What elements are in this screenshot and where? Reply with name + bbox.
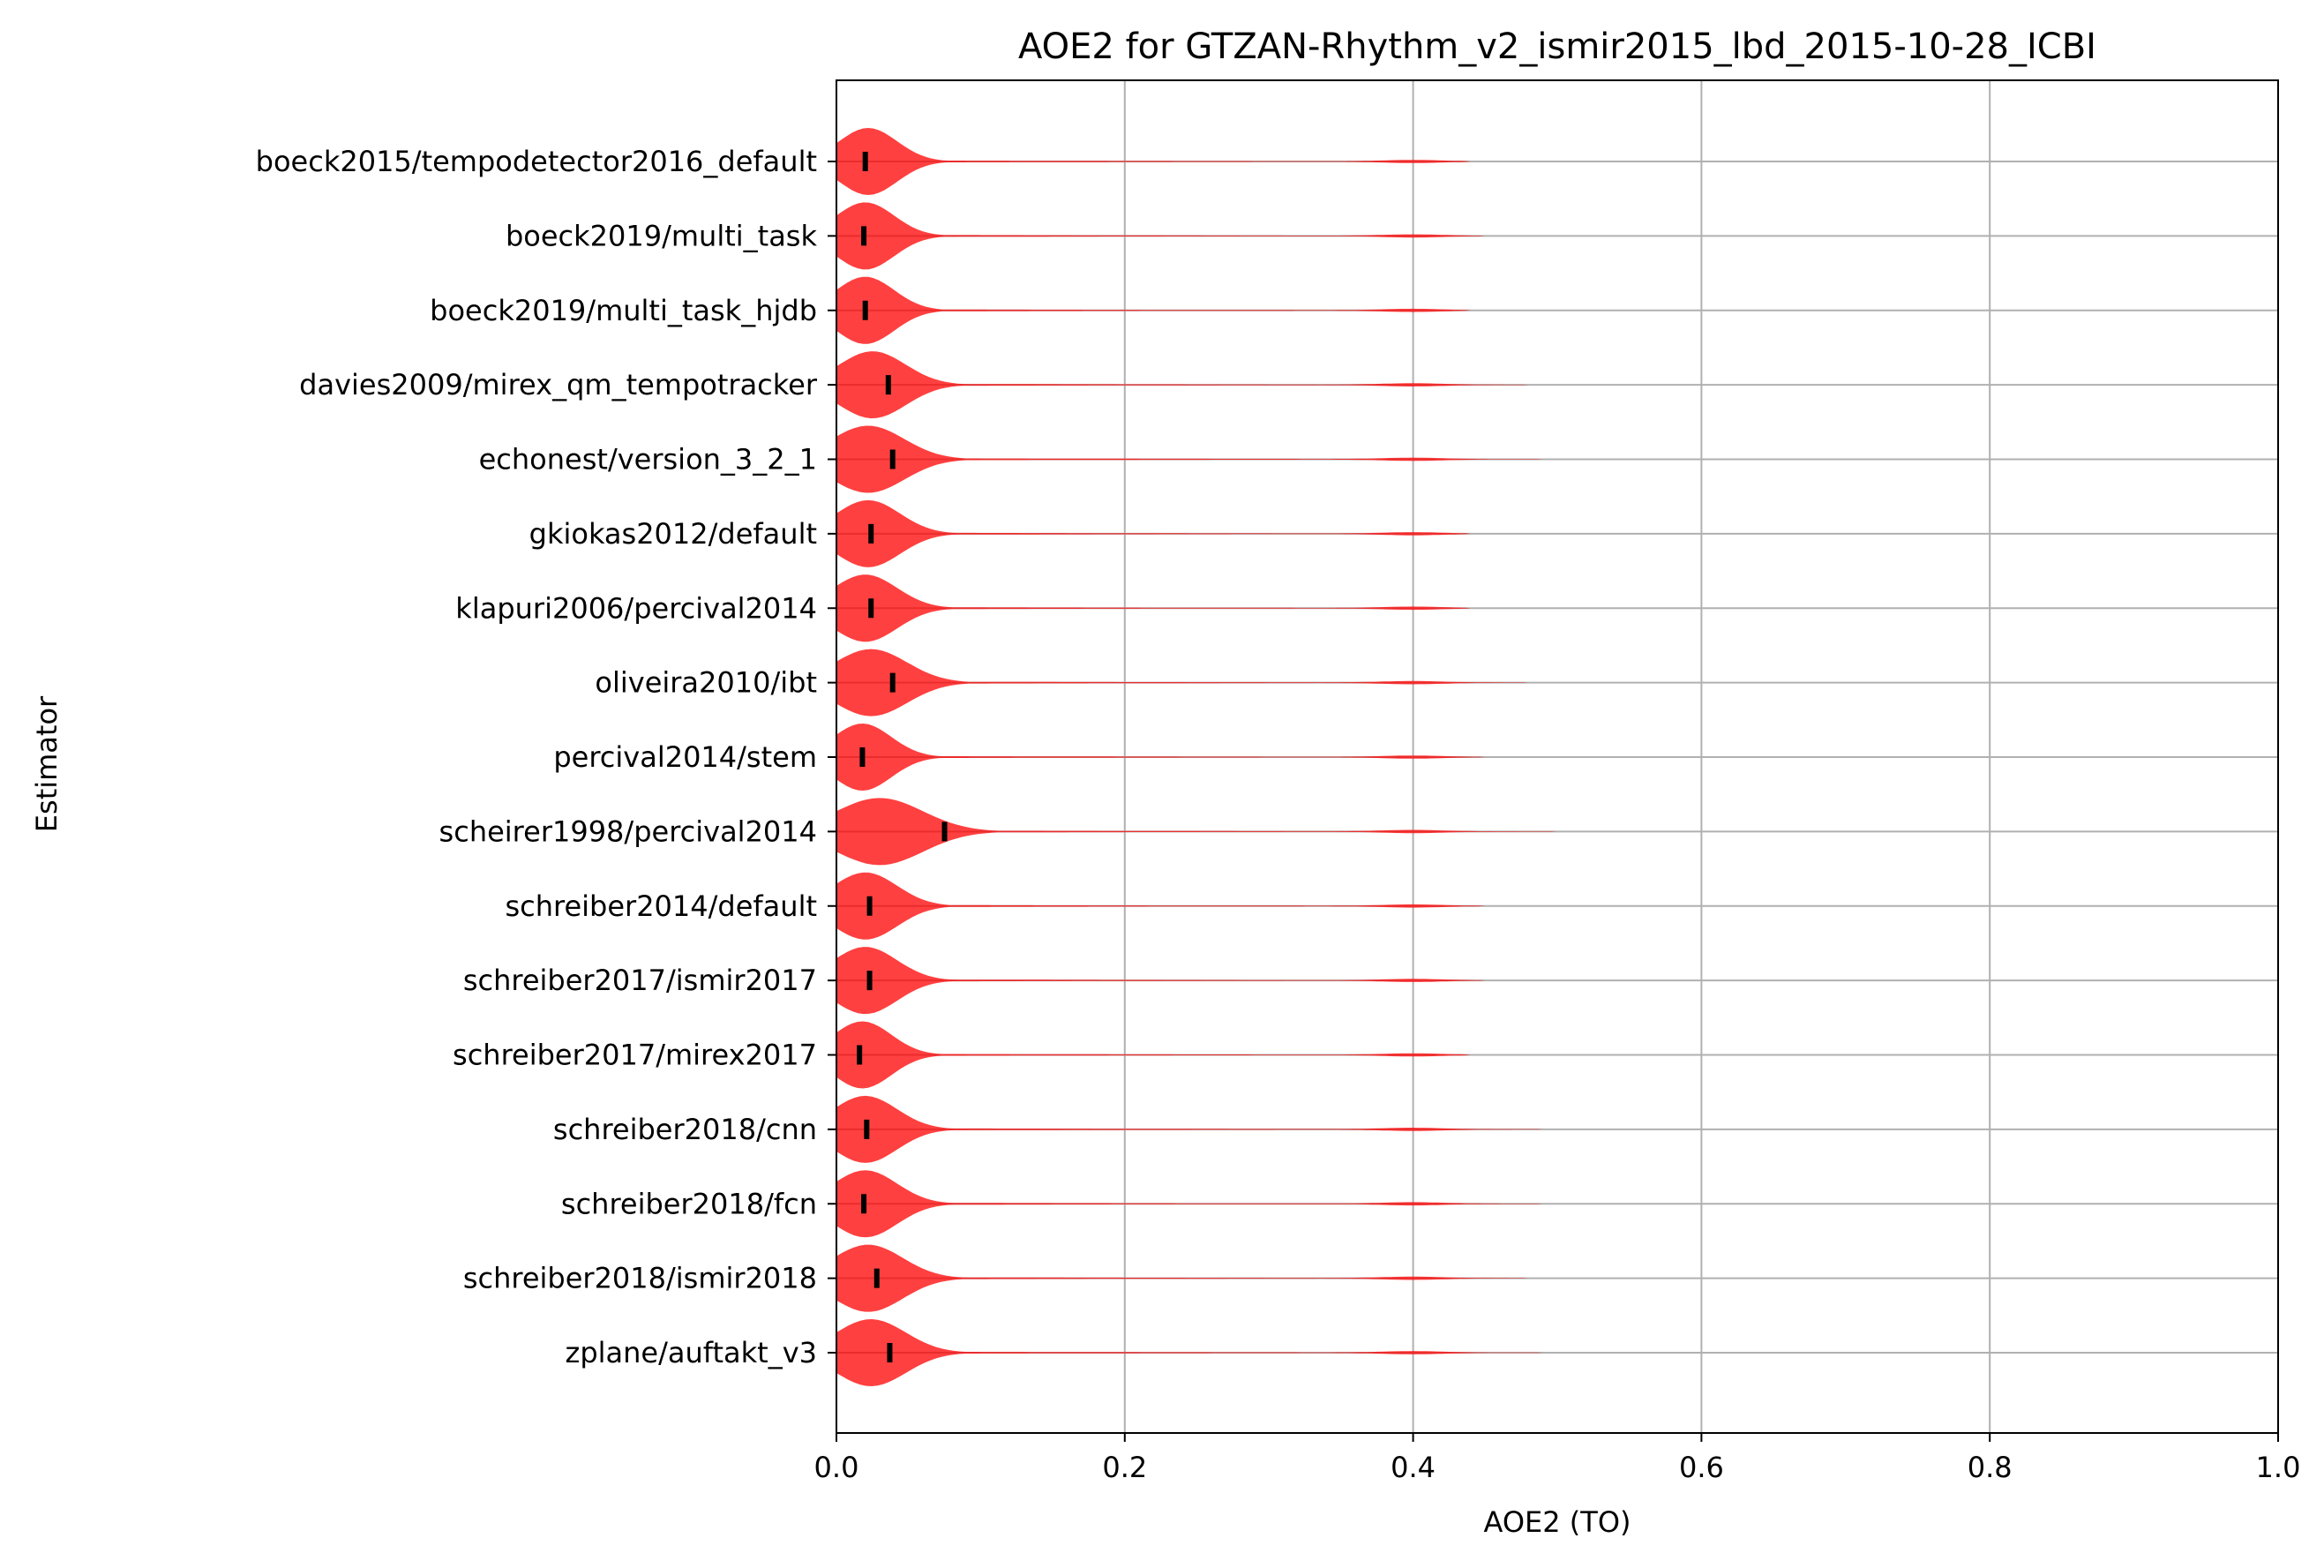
y-tick-label: schreiber2018/ismir2018 [463, 1262, 817, 1295]
violin-body [836, 425, 1543, 493]
violin-body [836, 351, 1529, 419]
median-marker [862, 152, 868, 171]
axis-ticks: 0.0 0.2 0.4 0.6 0.8 1.0 boeck2015/tempodetecto… [256, 145, 2301, 1484]
y-tick-label: boeck2015/tempodetector2016_default [256, 145, 817, 178]
x-tick-label: 0.8 [1968, 1451, 2013, 1484]
median-marker [885, 375, 891, 395]
violin-body [836, 947, 1486, 1015]
violin-body [836, 1021, 1471, 1089]
median-marker [864, 1119, 870, 1139]
y-axis-label: Estimator [30, 695, 64, 832]
x-tick-label: 1.0 [2256, 1451, 2301, 1484]
y-tick-label: oliveira2010/ibt [595, 666, 817, 700]
violin-body [836, 724, 1486, 791]
violin-body [836, 1244, 1529, 1312]
median-marker [866, 971, 873, 991]
violin-body [836, 499, 1471, 567]
y-tick-label: zplane/auftakt_v3 [566, 1336, 817, 1369]
median-marker [866, 896, 873, 916]
median-marker [859, 747, 866, 767]
x-tick-label: 0.4 [1391, 1451, 1436, 1484]
x-tick-label: 0.2 [1102, 1451, 1147, 1484]
y-tick-label: percival2014/stem [553, 740, 817, 774]
median-markers [857, 152, 948, 1362]
y-tick-label: schreiber2014/default [505, 889, 817, 923]
violin-body [836, 128, 1471, 195]
y-tick-label: schreiber2017/mirex2017 [453, 1039, 817, 1072]
median-marker [862, 300, 868, 320]
violin-body [836, 1095, 1543, 1163]
chart-title: AOE2 for GTZAN-Rhythm_v2_ismir2015_lbd_2… [1018, 26, 2096, 67]
y-tick-label: gkiokas2012/default [529, 517, 817, 551]
median-marker [861, 226, 867, 246]
x-tick-label: 0.0 [814, 1451, 859, 1484]
y-tick-label: klapuri2006/percival2014 [455, 591, 817, 625]
y-tick-label: schreiber2018/cnn [553, 1113, 817, 1146]
median-marker [889, 449, 896, 469]
violin-body [836, 872, 1486, 940]
violin-body [836, 574, 1471, 642]
y-tick-label: scheirer1998/percival2014 [439, 814, 817, 848]
y-tick-label: schreiber2017/ismir2017 [463, 964, 817, 997]
violin-body [836, 798, 1557, 866]
y-tick-label: schreiber2018/fcn [561, 1187, 817, 1220]
violin-body [836, 1170, 1543, 1238]
violins [836, 128, 1557, 1386]
y-tick-label: echonest/version_3_2_1 [479, 443, 817, 476]
violin-body [836, 276, 1471, 344]
y-tick-label: boeck2019/multi_task [506, 219, 818, 252]
x-axis-label: AOE2 (TO) [1484, 1505, 1631, 1539]
violin-body [836, 1319, 1543, 1386]
median-marker [889, 672, 896, 693]
median-marker [873, 1268, 880, 1288]
median-marker [868, 598, 874, 619]
violin-body [836, 649, 1529, 716]
y-tick-label: davies2009/mirex_qm_tempotracker [299, 368, 818, 401]
median-marker [887, 1343, 893, 1362]
median-marker [868, 523, 874, 544]
median-marker [861, 1194, 867, 1214]
median-marker [857, 1045, 863, 1065]
median-marker [941, 822, 948, 842]
violin-body [836, 202, 1486, 270]
x-tick-label: 0.6 [1679, 1451, 1724, 1484]
y-tick-label: boeck2019/multi_task_hjdb [430, 294, 817, 327]
